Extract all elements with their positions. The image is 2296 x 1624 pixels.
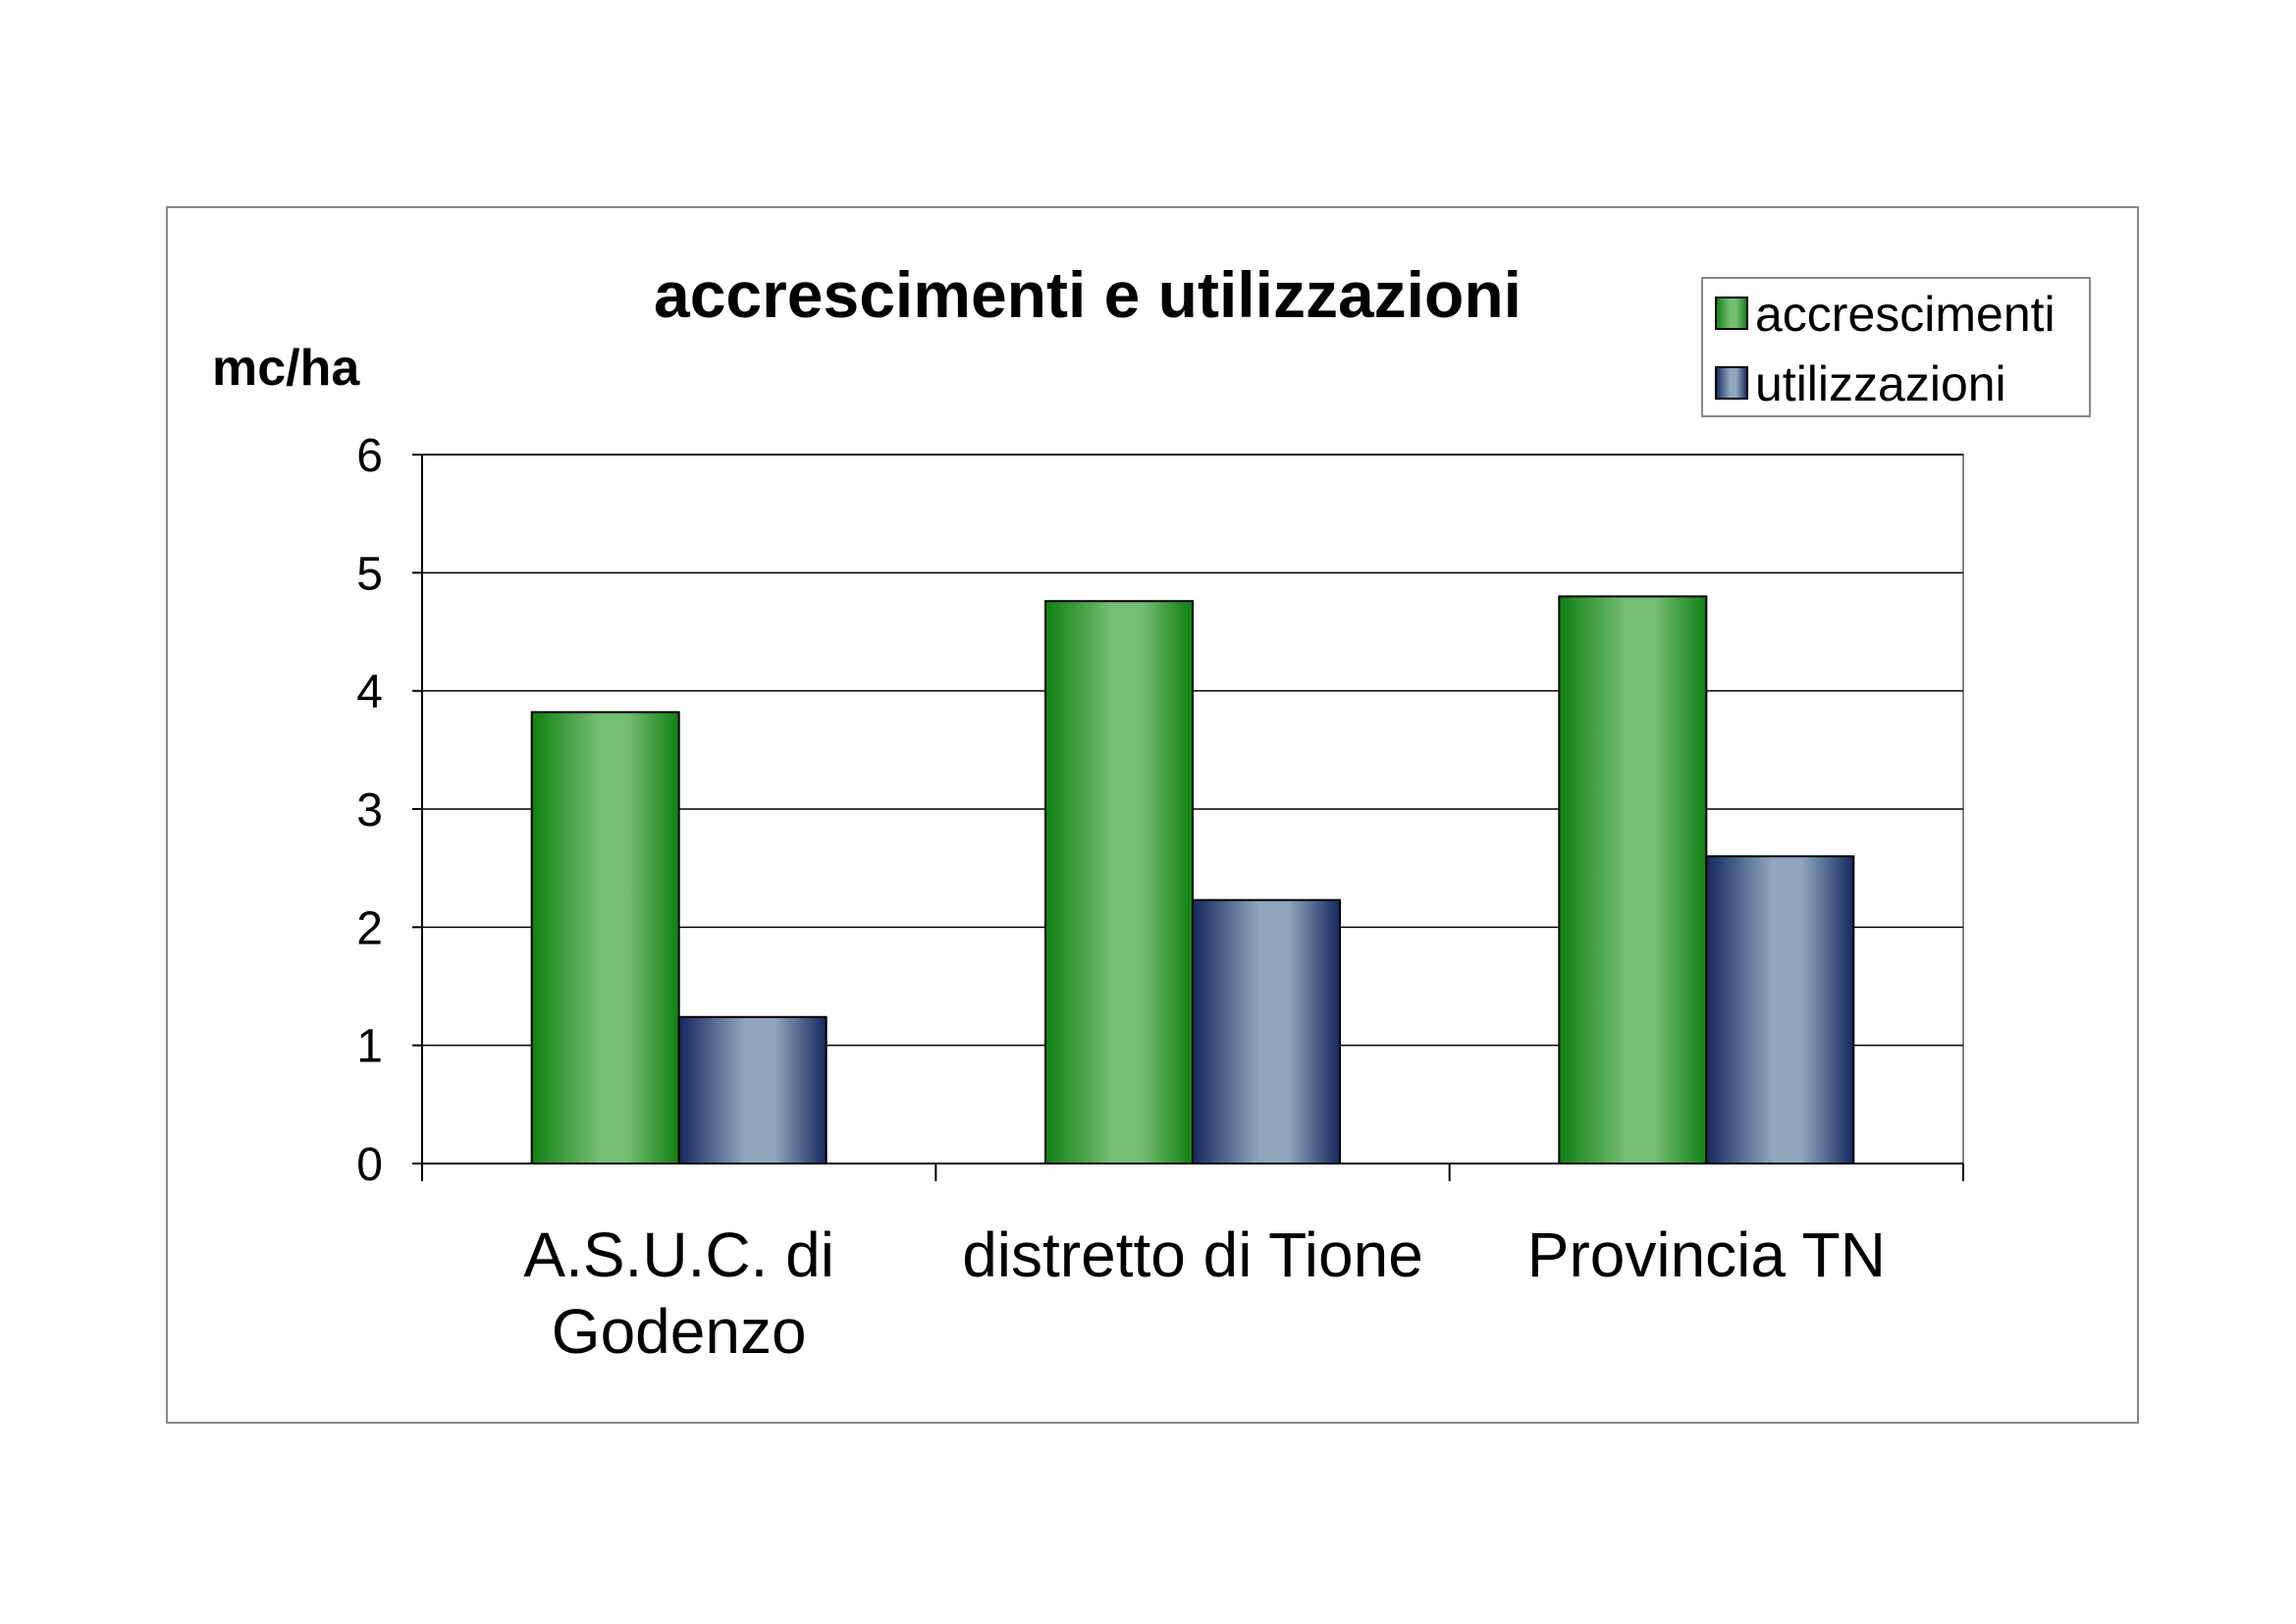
y-tick-label: 4 — [356, 667, 383, 719]
bar-accrescimenti-0 — [530, 711, 680, 1164]
category-label: A.S.U.C. di — [523, 1219, 834, 1290]
bar-accrescimenti-1 — [1044, 600, 1194, 1164]
y-axis-unit-label: mc/ha — [212, 340, 360, 397]
legend-swatch-utilizzazioni — [1715, 366, 1748, 400]
category-label: distretto di Tione — [962, 1219, 1423, 1290]
y-tick-label: 1 — [356, 1021, 383, 1073]
y-tick-label: 5 — [356, 548, 383, 600]
category-label: Godenzo — [552, 1296, 807, 1367]
legend-box — [1701, 277, 2091, 417]
legend-label-accrescimenti: accrescimenti — [1755, 287, 2056, 342]
chart-title: accrescimenti e utilizzazioni — [654, 258, 1522, 331]
y-tick-label: 6 — [356, 430, 383, 482]
legend-swatch-accrescimenti — [1715, 297, 1748, 330]
bar-utilizzazioni-2 — [1705, 855, 1855, 1165]
axes — [421, 455, 1964, 1181]
bars — [530, 595, 1855, 1165]
bar-accrescimenti-2 — [1558, 595, 1708, 1164]
category-label: Provincia TN — [1527, 1219, 1886, 1290]
y-axis-ticks: 0 1 2 3 4 5 6 — [356, 430, 422, 1191]
y-tick-label: 2 — [356, 902, 383, 954]
legend-label-utilizzazioni: utilizzazioni — [1755, 356, 2006, 411]
bar-utilizzazioni-0 — [677, 1015, 828, 1164]
bar-utilizzazioni-1 — [1192, 898, 1341, 1164]
y-tick-label: 0 — [356, 1139, 383, 1191]
legend: accrescimenti utilizzazioni — [1701, 277, 2091, 417]
y-tick-label: 3 — [356, 785, 383, 837]
